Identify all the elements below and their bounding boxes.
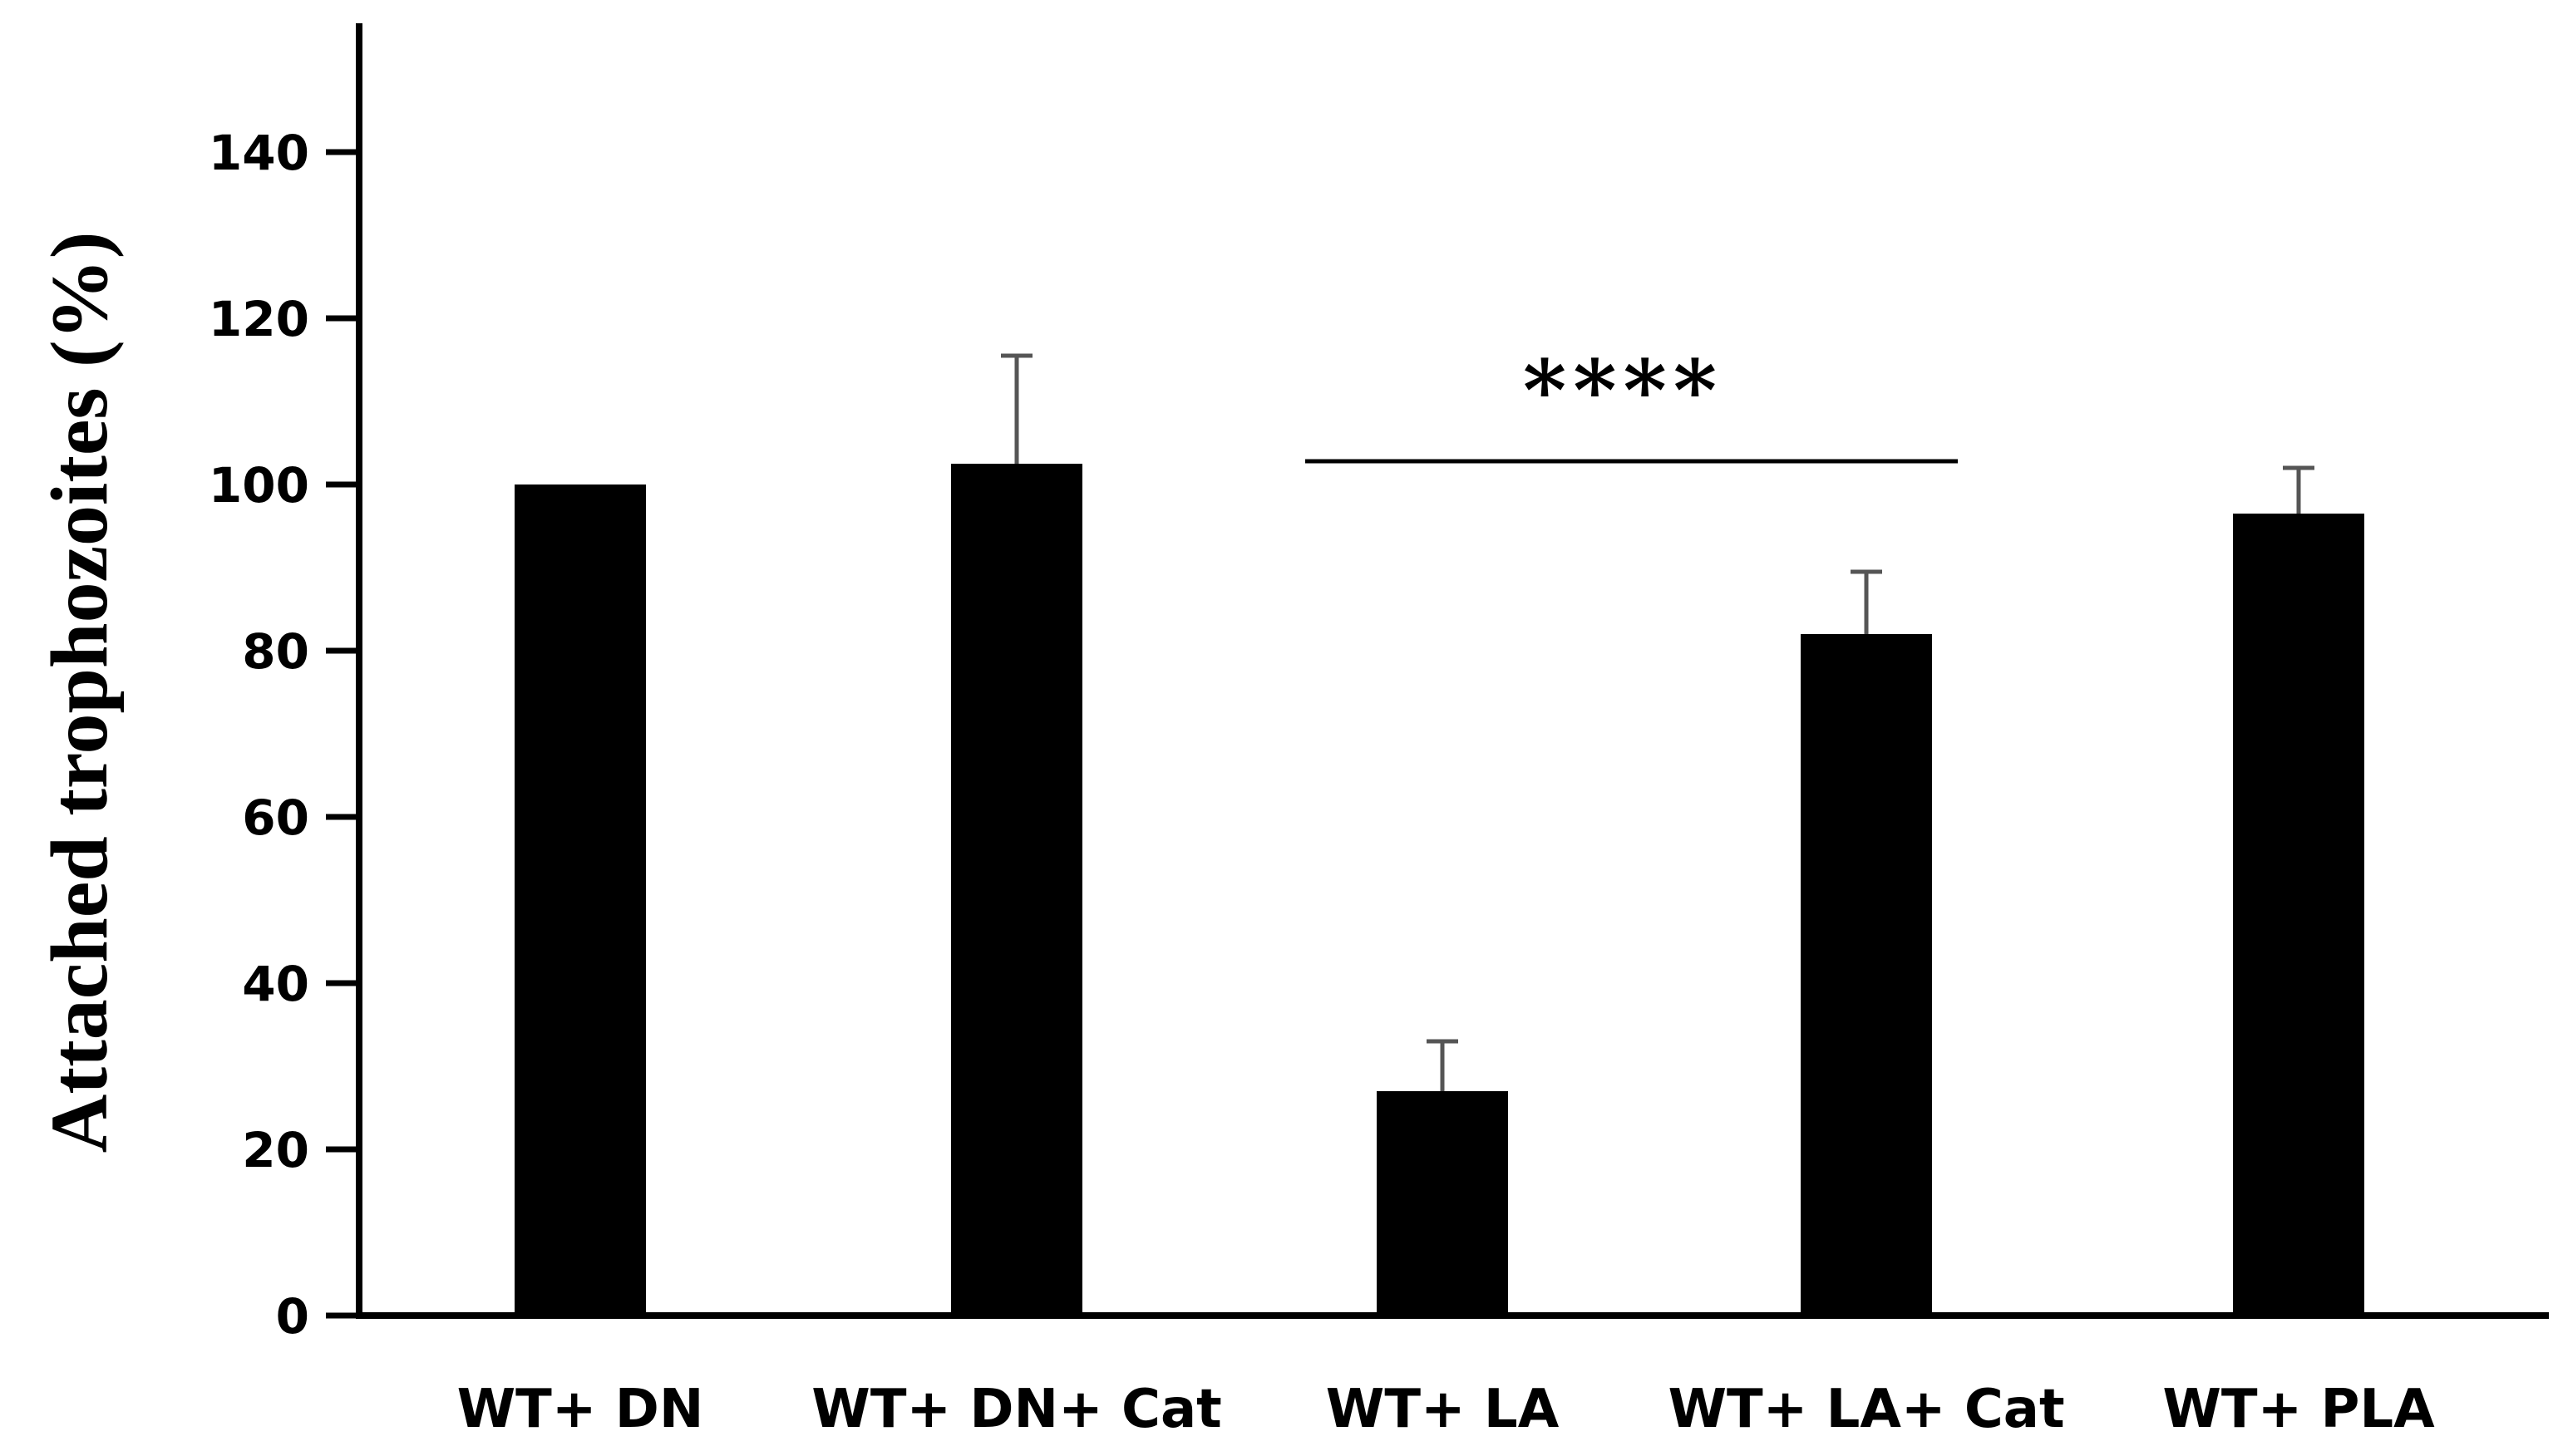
y-tick-label: 20	[242, 1122, 309, 1178]
x-tick-label-5: WT+ PLA	[2162, 1379, 2435, 1440]
y-tick-label: 120	[209, 291, 309, 347]
bar-2	[951, 464, 1082, 1316]
x-tick-labels: WT+ DN WT+ DN+ Cat WT+ LA WT+ LA+ Cat WT+ PL…	[457, 1379, 2436, 1440]
y-tick-label: 40	[242, 956, 309, 1012]
bar-1	[515, 485, 646, 1316]
error-bars	[1001, 353, 2314, 1091]
x-tick-label-3: WT+ LA	[1326, 1379, 1560, 1440]
x-tick-label-2: WT+ DN+ Cat	[811, 1379, 1222, 1440]
bar-3	[1377, 1091, 1508, 1316]
bars	[515, 464, 2364, 1316]
y-tick-label: 0	[276, 1288, 309, 1345]
y-axis-title: Attached trophozoites (%)	[35, 232, 125, 1153]
bar-5	[2233, 514, 2364, 1316]
y-tick-label: 100	[209, 457, 309, 514]
x-tick-label-1: WT+ DN	[457, 1379, 704, 1440]
y-ticks: 0 20 40 60 80 100 120 140	[209, 125, 359, 1345]
significance-stars: ****	[1523, 342, 1723, 440]
x-tick-label-4: WT+ LA+ Cat	[1668, 1379, 2064, 1440]
significance-annotation: ****	[1305, 342, 1958, 464]
bar-4	[1801, 634, 1932, 1316]
y-tick-label: 80	[242, 623, 309, 680]
y-tick-label: 140	[209, 125, 309, 181]
y-tick-label: 60	[242, 789, 309, 846]
